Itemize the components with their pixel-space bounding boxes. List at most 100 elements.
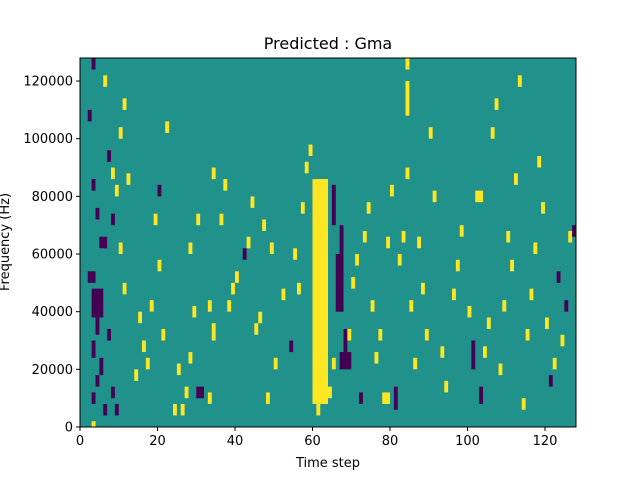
heatmap-cell xyxy=(300,202,305,214)
heatmap-cell xyxy=(266,392,270,404)
heatmap-cell xyxy=(421,282,425,295)
heatmap-cell xyxy=(254,323,259,335)
heatmap-cell xyxy=(87,109,92,122)
y-tick-label: 80000 xyxy=(32,190,73,205)
x-tick-label: 20 xyxy=(149,434,166,449)
heatmap-cell xyxy=(142,340,146,353)
heatmap-cell xyxy=(316,403,321,416)
heatmap-cell xyxy=(552,357,557,370)
heatmap-cell xyxy=(231,282,235,295)
heatmap-cell xyxy=(548,375,553,387)
heatmap-cell xyxy=(111,167,115,180)
heatmap-cell xyxy=(517,75,522,87)
heatmap-cell xyxy=(219,213,224,226)
y-axis: 0 20000 40000 60000 80000 100000 120000 xyxy=(23,75,80,436)
heatmap-cell xyxy=(351,277,356,289)
heatmap-cell xyxy=(320,179,328,226)
heatmap-cell xyxy=(99,357,104,376)
heatmap-cell xyxy=(424,328,429,341)
x-tick-label: 40 xyxy=(227,434,244,449)
heatmap-cell xyxy=(118,127,123,139)
heatmap-cell xyxy=(180,403,185,416)
x-axis: 0 20 40 60 80 100 120 xyxy=(76,427,557,449)
y-tick-label: 120000 xyxy=(23,75,73,90)
heatmap-cell xyxy=(91,58,96,70)
heatmap-cell xyxy=(339,225,344,255)
x-tick-label: 100 xyxy=(455,434,480,449)
heatmap-cell xyxy=(459,225,464,237)
heatmap-cell xyxy=(293,248,297,260)
heatmap-cell xyxy=(331,357,336,370)
heatmap-cell xyxy=(525,328,530,341)
heatmap-cell xyxy=(304,161,309,174)
heatmap-cell xyxy=(227,300,232,312)
heatmap-cell xyxy=(483,346,487,358)
heatmap-cell xyxy=(393,386,398,410)
x-axis-label: Time step xyxy=(295,456,360,471)
heatmap-cell xyxy=(479,386,483,404)
heatmap-cell xyxy=(211,323,216,341)
heatmap-cell xyxy=(118,242,123,255)
heatmap-cell xyxy=(390,184,394,197)
heatmap-cell xyxy=(258,311,263,324)
heatmap-cell xyxy=(467,305,472,318)
heatmap-cell xyxy=(541,202,545,214)
heatmap-cell xyxy=(242,248,247,260)
heatmap-cell xyxy=(114,184,119,197)
heatmap-cell xyxy=(91,288,104,318)
heatmap-cell xyxy=(188,242,193,255)
heatmap-cell xyxy=(405,81,410,116)
heatmap-cell xyxy=(157,259,162,272)
y-tick-label: 0 xyxy=(65,421,73,436)
heatmap-cell xyxy=(126,173,131,185)
heatmap-cell xyxy=(165,121,170,133)
heatmap-cell xyxy=(173,403,177,416)
heatmap-cell xyxy=(455,259,460,272)
heatmap-cell xyxy=(498,363,503,376)
heatmap-cell xyxy=(328,386,332,399)
heatmap-cell xyxy=(312,179,328,404)
heatmap-cell xyxy=(382,392,390,404)
y-axis-label: Frequency (Hz) xyxy=(0,193,13,291)
heatmap-cell xyxy=(545,317,549,329)
heatmap-cell xyxy=(475,190,483,203)
x-tick-label: 60 xyxy=(304,434,321,449)
heatmap-cell xyxy=(409,300,414,312)
heatmap-cell xyxy=(297,282,301,295)
heatmap-cell xyxy=(188,352,193,364)
heatmap-cell xyxy=(134,369,139,381)
heatmap-cell xyxy=(111,213,115,226)
heatmap-cell xyxy=(510,259,514,272)
heatmap-cell xyxy=(521,398,526,410)
heatmap-cell xyxy=(366,202,371,214)
heatmap-cell xyxy=(533,242,538,255)
chart-title: Predicted : Gma xyxy=(264,34,392,53)
heatmap-cell xyxy=(331,184,336,226)
heatmap-cell xyxy=(397,254,402,266)
heatmap-cells xyxy=(87,58,576,427)
heatmap-cell xyxy=(223,179,228,191)
heatmap-cell xyxy=(91,340,96,358)
heatmap-cell xyxy=(444,380,449,393)
heatmap-cell xyxy=(196,213,201,226)
heatmap-cell xyxy=(196,386,204,399)
heatmap-cell xyxy=(405,58,410,70)
heatmap-cell xyxy=(374,352,379,364)
heatmap-cell xyxy=(87,271,96,283)
heatmap-cell xyxy=(91,392,96,404)
heatmap-cell xyxy=(122,282,127,295)
y-tick-label: 20000 xyxy=(32,363,73,378)
heatmap-cell xyxy=(161,328,166,341)
heatmap-cell xyxy=(413,357,418,370)
heatmap-cell xyxy=(502,300,507,312)
heatmap-cell xyxy=(347,328,352,341)
heatmap-cell xyxy=(246,236,251,249)
heatmap-cell xyxy=(490,127,495,139)
heatmap-cell xyxy=(529,288,534,301)
heatmap-cell xyxy=(405,167,410,180)
heatmap-cell xyxy=(107,150,111,162)
heatmap-cell xyxy=(486,317,491,329)
heatmap-cell xyxy=(114,403,119,416)
heatmap-cell xyxy=(211,167,216,180)
